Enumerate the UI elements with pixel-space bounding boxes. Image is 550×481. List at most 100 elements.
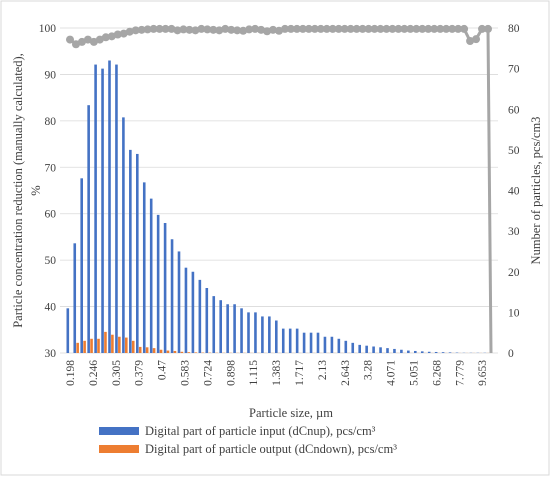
- legend: Digital part of particle input (dCnup), …: [99, 424, 397, 456]
- bar-input: [212, 296, 215, 353]
- bar-output: [188, 352, 191, 353]
- bar-input: [178, 251, 181, 353]
- x-axis-title: Particle size, µm: [249, 406, 333, 420]
- bar-input: [345, 341, 348, 353]
- x-tick-label: 0.583: [180, 360, 192, 386]
- x-tick-label: 2.13: [317, 360, 329, 380]
- bar-input: [324, 337, 327, 353]
- bar-input: [199, 280, 202, 353]
- x-tick-label: 0.47: [157, 360, 169, 380]
- bar-input: [150, 199, 153, 353]
- x-tick-label: 7.779: [454, 360, 466, 386]
- bar-output: [160, 350, 163, 353]
- x-tick-label: 1.115: [248, 360, 260, 386]
- bar-input: [358, 345, 361, 353]
- bars: [67, 61, 490, 354]
- y-tick-label: 30: [45, 348, 57, 360]
- legend-label: Digital part of particle output (dCndown…: [145, 442, 397, 456]
- y-tick-label: 80: [45, 116, 57, 128]
- x-tick-label: 1.383: [271, 360, 283, 386]
- bar-input: [164, 223, 167, 353]
- bar-input: [240, 308, 243, 353]
- bar-input: [400, 350, 403, 353]
- bar-input: [331, 337, 334, 353]
- bar-output: [174, 351, 177, 353]
- bar-input: [303, 333, 306, 353]
- bar-output: [139, 347, 142, 353]
- bar-output: [167, 351, 170, 353]
- bar-output: [76, 343, 79, 353]
- bar-input: [407, 351, 410, 353]
- y-tick-label: 70: [45, 162, 57, 174]
- bar-input: [115, 65, 118, 353]
- bar-input: [219, 300, 222, 353]
- bar-input: [435, 352, 438, 353]
- legend-swatch: [99, 445, 139, 453]
- line-path: [70, 29, 491, 353]
- bar-output: [125, 338, 128, 353]
- line-point: [472, 35, 480, 43]
- bar-input: [80, 178, 83, 353]
- bar-input: [94, 65, 97, 353]
- bar-input: [157, 215, 160, 353]
- bar-input: [268, 316, 271, 353]
- x-tick-label: 0.898: [225, 360, 237, 386]
- x-tick-label: 0.246: [88, 360, 100, 386]
- bar-input: [129, 150, 132, 353]
- bar-input: [289, 329, 292, 353]
- bar-input: [351, 343, 354, 353]
- bar-input: [393, 349, 396, 353]
- bar-output: [90, 339, 93, 353]
- line-point: [484, 25, 492, 33]
- bar-output: [132, 341, 135, 353]
- y-tick-label: 90: [45, 69, 57, 81]
- y-axis-title-line2: %: [29, 185, 43, 195]
- bar-input: [101, 69, 104, 353]
- bar-input: [185, 268, 188, 353]
- bar-input: [365, 346, 368, 353]
- bar-input: [442, 352, 445, 353]
- bar-input: [226, 304, 229, 353]
- bar-input: [386, 348, 389, 353]
- y2-tick-label: 70: [508, 64, 520, 76]
- bar-input: [414, 351, 417, 353]
- bar-input: [171, 239, 174, 353]
- bar-input: [254, 312, 257, 353]
- bar-input: [421, 351, 424, 353]
- bar-output: [104, 332, 107, 353]
- bar-input: [261, 316, 264, 353]
- y2-tick-label: 60: [508, 104, 520, 116]
- x-tick-label: 0.198: [65, 360, 77, 386]
- x-tick-label: 9.653: [477, 360, 489, 386]
- line-point: [460, 25, 468, 33]
- bar-input: [67, 308, 70, 353]
- legend-swatch: [99, 427, 139, 435]
- bar-input: [233, 304, 236, 353]
- bar-input: [206, 288, 209, 353]
- bar-input: [108, 61, 111, 354]
- bar-input: [247, 312, 250, 353]
- bar-output: [111, 335, 114, 353]
- x-tick-label: 1.717: [294, 360, 306, 386]
- y2-tick-label: 30: [508, 226, 520, 238]
- bar-input: [275, 321, 278, 354]
- gridlines: [60, 28, 498, 353]
- y-tick-label: 60: [45, 209, 57, 221]
- bar-input: [449, 352, 452, 353]
- x-tick-label: 6.268: [431, 360, 443, 386]
- y-tick-label: 50: [45, 255, 57, 267]
- bar-input: [338, 339, 341, 353]
- bar-input: [87, 105, 90, 353]
- bar-input: [192, 272, 195, 353]
- bar-input: [379, 347, 382, 353]
- x-tick-label: 4.071: [386, 360, 398, 386]
- y2-axis-title: Number of particles, pcs/cm3: [529, 117, 543, 265]
- bar-input: [73, 243, 76, 353]
- y2-tick-label: 10: [508, 307, 520, 319]
- x-tick-label: 0.305: [111, 360, 123, 386]
- legend-label: Digital part of particle input (dCnup), …: [145, 424, 376, 438]
